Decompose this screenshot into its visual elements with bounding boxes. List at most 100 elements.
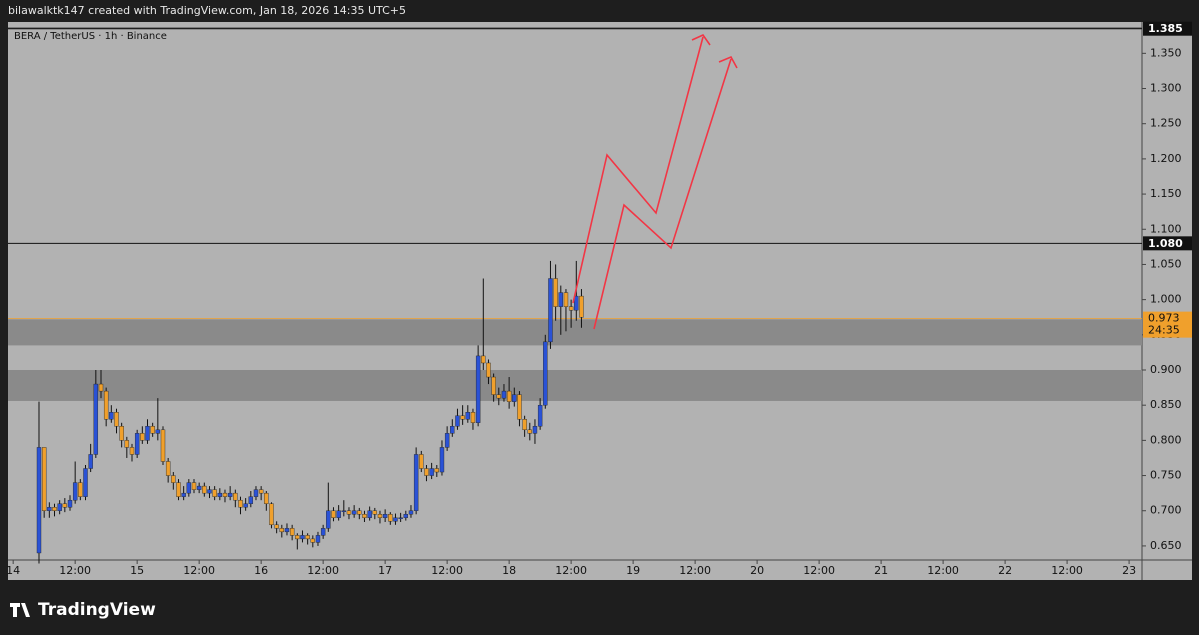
x-tick-label: 12:00 [555, 564, 587, 577]
candle-body [119, 426, 124, 441]
y-tick-label: 0.800 [1150, 433, 1182, 446]
candle-body [103, 390, 109, 420]
candle-body [129, 447, 135, 455]
candle-body [444, 433, 450, 448]
candle-body [393, 517, 398, 522]
candle-body [124, 440, 130, 448]
y-tick-label: 1.000 [1150, 293, 1182, 306]
candle-body [78, 482, 83, 497]
x-tick-label: 12:00 [59, 564, 91, 577]
countdown: 24:35 [1148, 324, 1180, 337]
candle-body [320, 528, 326, 536]
logo-text: TradingView [38, 600, 156, 620]
candle-body [424, 468, 429, 476]
x-tick-label: 12:00 [183, 564, 215, 577]
arrow [593, 58, 732, 330]
candle-body [346, 510, 352, 515]
candle-body [403, 514, 409, 518]
x-tick-label: 18 [502, 564, 516, 577]
y-tick-label: 1.300 [1150, 82, 1182, 95]
candle-body [501, 390, 507, 399]
candle-body [506, 390, 512, 402]
y-tick-label: 1.350 [1150, 46, 1182, 59]
candle-body [155, 429, 161, 434]
candle-body [258, 489, 264, 494]
candle-body [279, 528, 285, 533]
x-tick-label: 22 [998, 564, 1012, 577]
candle-body [563, 292, 569, 307]
x-tick-label: 21 [874, 564, 888, 577]
candle-body [83, 468, 88, 497]
candle-body [372, 510, 378, 515]
candle-body [351, 510, 357, 515]
candle-body [212, 489, 217, 497]
x-tick-label: 14 [6, 564, 20, 577]
candle-body [398, 517, 403, 519]
candle-body [413, 454, 419, 511]
candle-body [202, 485, 207, 494]
x-tick-label: 20 [750, 564, 764, 577]
candle-body [227, 492, 233, 497]
candle-body [217, 492, 223, 497]
candle-body [243, 503, 248, 508]
candle-body [465, 412, 470, 420]
candle-body [419, 454, 424, 469]
x-tick-label: 15 [130, 564, 144, 577]
price-label-box [1143, 236, 1192, 251]
candle-body [579, 295, 584, 318]
zone [8, 370, 1142, 401]
y-tick-label: 0.900 [1150, 363, 1182, 376]
zone [8, 319, 1142, 346]
candle-body [57, 503, 62, 511]
candle-body [331, 510, 336, 518]
candle-body [315, 535, 321, 543]
candle-body [186, 482, 192, 494]
candle-body [543, 341, 548, 406]
last-price-label: 0.973 [1148, 312, 1180, 325]
candle-body [67, 499, 73, 508]
candle-body [388, 514, 393, 522]
candle-body [362, 514, 367, 518]
candle-body [377, 514, 383, 518]
candle-body [47, 507, 52, 511]
last-price-box [1143, 311, 1192, 338]
candle-body [326, 510, 331, 529]
candle-body [548, 278, 553, 343]
candle-body [455, 415, 460, 427]
y-tick-label: 0.700 [1150, 504, 1182, 517]
candle-body [264, 492, 269, 504]
y-tick-label: 1.150 [1150, 187, 1182, 200]
symbol-title: BERA / TetherUS · 1h · Binance [14, 31, 167, 42]
candle-body [481, 355, 486, 364]
candle-body [470, 412, 476, 423]
x-tick-label: 12:00 [803, 564, 835, 577]
candle-body [512, 394, 517, 402]
x-tick-label: 17 [378, 564, 392, 577]
candle-body [284, 528, 290, 533]
y-tick-label: 1.100 [1150, 222, 1182, 235]
candle-body [238, 499, 243, 508]
candle-body [367, 510, 372, 518]
y-tick-label: 1.050 [1150, 257, 1182, 270]
candle-body [522, 419, 527, 431]
candle-body [517, 394, 522, 420]
candle-body [305, 535, 310, 540]
candle-body [558, 292, 563, 307]
candle-body [475, 355, 481, 423]
candle-body [253, 489, 259, 497]
candle-body [222, 492, 228, 497]
candle-body [295, 535, 300, 540]
candle-body [176, 482, 181, 497]
candle-body [62, 503, 68, 508]
candle-body [98, 383, 104, 392]
candle-body [491, 376, 496, 395]
candle-body [165, 461, 171, 476]
candle-body [36, 447, 42, 554]
candle-body [434, 468, 440, 473]
candle-body [114, 412, 119, 427]
candle-body [72, 482, 78, 501]
price-label: 1.080 [1148, 237, 1183, 250]
candle-body [300, 535, 305, 540]
x-tick-label: 12:00 [927, 564, 959, 577]
candle-body [93, 383, 99, 455]
